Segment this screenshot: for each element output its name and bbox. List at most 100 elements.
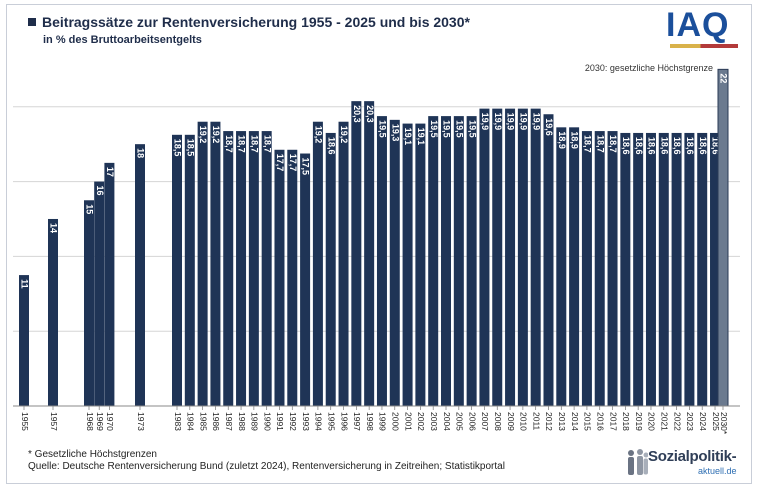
bar-2025 [710,132,721,406]
bar-1988 [236,131,247,407]
bar-value-label: 19,5 [467,120,477,138]
x-tick-label: 2023 [685,412,695,431]
x-tick-label: 2003 [429,412,439,431]
bar-value-label: 19,6 [544,118,554,136]
x-tick-label: 1955 [20,412,30,431]
bar-1990 [261,131,272,407]
bar-value-label: 18,7 [608,135,618,153]
x-tick-label: 1985 [198,412,208,431]
bar-value-label: 18 [136,148,146,158]
bar-value-label: 16 [95,186,105,196]
bar-value-label: 18,6 [672,137,682,155]
x-tick-label: 2018 [621,412,631,431]
bar-1968 [84,200,94,406]
bar-1996 [338,121,349,406]
bar-value-label: 19,5 [454,120,464,138]
bar-value-label: 19,5 [378,120,388,138]
bar-value-label: 18,6 [685,137,695,155]
bar-2024 [697,132,708,406]
x-tick-label: 2021 [660,412,670,431]
x-tick-label: 2007 [480,412,490,431]
x-tick-label: 2002 [416,412,426,431]
bar-2021 [658,132,669,406]
x-tick-label: 2019 [634,412,644,431]
bar-2004 [441,116,452,407]
sozialpolitik-logo-text: Sozialpolitik- [648,448,737,465]
bar-1992 [287,149,298,406]
bar-1970 [104,162,115,406]
x-tick-label: 1969 [95,412,105,431]
bar-value-label: 18,7 [262,135,272,153]
x-tick-label: 1990 [262,412,272,431]
bar-value-label: 19,5 [429,120,439,138]
bar-1994 [312,121,323,406]
bar-2014 [569,127,580,407]
bar-value-label: 18,6 [659,137,669,155]
bar-value-label: 22 [719,73,729,83]
bar-2009 [505,108,516,407]
bar-value-label: 18,7 [249,135,259,153]
bar-2000 [389,119,400,407]
bar-1955 [19,275,29,406]
bar-2019 [633,132,644,406]
bar-value-label: 18,9 [570,131,580,149]
bar-value-label: 19,9 [518,113,528,131]
bar-value-label: 19,2 [198,126,208,144]
bar-value-label: 19,1 [403,128,413,146]
x-tick-label: 1986 [211,412,221,431]
bar-value-label: 19,2 [211,126,221,144]
iaq-logo-text: IAQ [666,6,730,44]
x-tick-label: 2020 [647,412,657,431]
chart-annotation: 2030: gesetzliche Höchstgrenze [585,63,713,73]
bar-2015 [581,131,592,407]
iaq-logo-underline [670,44,738,48]
x-tick-label: 1957 [49,412,59,431]
x-tick-label: 2008 [493,412,503,431]
bar-value-label: 18,6 [711,137,721,155]
x-tick-label: 2004 [442,412,452,431]
bar-value-label: 17,5 [301,158,311,176]
bar-2018 [620,132,631,406]
bar-1957 [48,218,58,406]
bar-value-label: 18,7 [224,135,234,153]
x-tick-label: 1988 [237,412,247,431]
title-bullet-icon [28,18,36,26]
bar-1993 [300,153,311,406]
bar-2006 [466,116,477,407]
x-tick-label: 1970 [105,412,115,431]
bar-2017 [607,131,618,407]
x-tick-label: 1995 [326,412,336,431]
bar-2013 [556,127,567,407]
bar-1987 [223,131,234,407]
x-tick-label: 2000 [391,412,401,431]
bar-2016 [594,131,605,407]
bar-1997 [351,101,362,407]
x-tick-label: 2017 [608,412,618,431]
x-tick-label: 2015 [583,412,593,431]
x-tick-label: 2009 [506,412,516,431]
x-tick-label: 2030* [719,412,729,435]
x-tick-label: 1991 [275,412,285,431]
x-tick-label: 1973 [136,412,146,431]
x-tick-label: 2010 [519,412,529,431]
x-tick-label: 2013 [557,412,567,431]
sozialpolitik-logo-subtext: aktuell.de [698,466,737,476]
bar-value-label: 18,6 [634,137,644,155]
x-tick-label: 1987 [224,412,234,431]
x-tick-label: 1993 [301,412,311,431]
bar-2022 [671,132,682,406]
bar-value-label: 19,2 [314,126,324,144]
x-tick-label: 1997 [352,412,362,431]
x-tick-label: 2024 [698,412,708,431]
bar-value-label: 17 [105,167,115,177]
x-tick-label: 2012 [544,412,554,431]
bar-value-label: 11 [20,279,30,289]
bar-1998 [364,101,375,407]
x-tick-label: 1998 [365,412,375,431]
x-tick-label: 2001 [403,412,413,431]
bar-2005 [453,116,464,407]
bar-value-label: 18,7 [583,135,593,153]
x-tick-label: 1968 [85,412,95,431]
people-icon [628,449,648,475]
bar-2008 [492,108,503,407]
